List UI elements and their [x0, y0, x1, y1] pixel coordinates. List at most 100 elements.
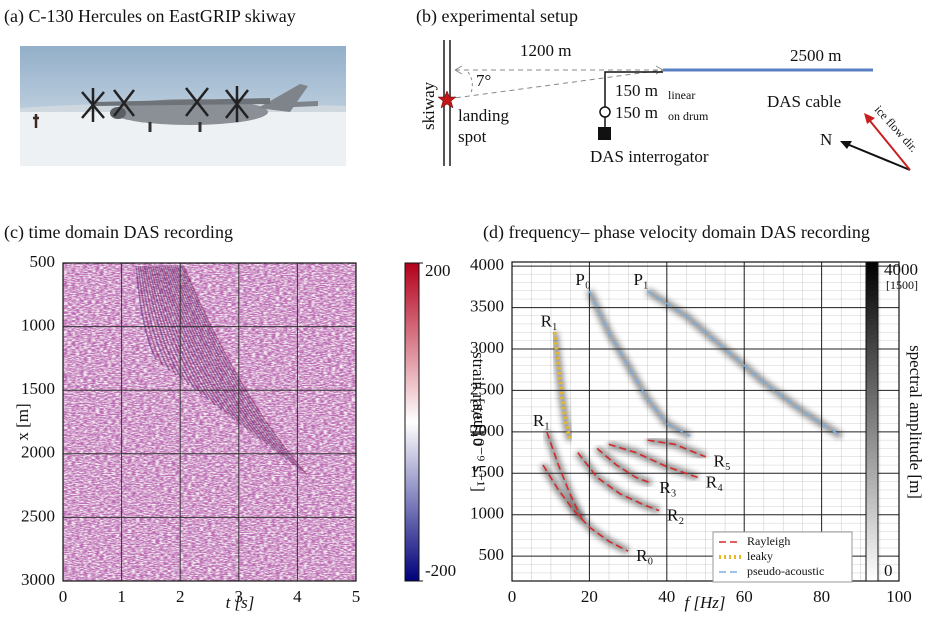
y-tick-label: 1500 [21, 379, 55, 398]
curve-label: R₄ [706, 472, 723, 491]
colorbar [404, 262, 420, 582]
colorbar-label: strain rate [10⁻⁹ s⁻¹] [469, 352, 488, 492]
ice-flow-label: ice flow dir. [872, 102, 921, 154]
y-tick-label: 1500 [470, 462, 504, 481]
curve-label: P₁ [633, 270, 648, 289]
x-tick-label: 2 [176, 587, 185, 606]
wave-streak [135, 265, 157, 361]
wave-streak [176, 265, 288, 461]
y-tick-label: 3000 [21, 570, 55, 589]
x-tick-label: 40 [658, 587, 675, 606]
colorbar-secondary-label: [1500] [886, 278, 918, 292]
wave-streak [162, 265, 243, 426]
wave-streak [160, 265, 236, 421]
colorbar-tick-label: 4000 [884, 260, 918, 279]
x-tick-label: 4 [293, 587, 302, 606]
x-tick-label: 0 [508, 587, 517, 606]
dispersion-chart: (d) frequency– phase velocity domain DAS… [467, 222, 925, 612]
chart-title: (c) time domain DAS recording [4, 222, 233, 243]
wave-streak [174, 265, 282, 456]
curve-label: R₁ [541, 311, 558, 330]
dispersion-curve [608, 443, 699, 479]
legend-label: pseudo-acoustic [747, 564, 824, 578]
y-tick-label: 3000 [470, 338, 504, 357]
legend-label: Rayleigh [747, 534, 790, 548]
wave-streak [137, 265, 164, 366]
x-tick-label: 0 [59, 587, 68, 606]
minor-grid [512, 262, 899, 581]
wave-streak [166, 265, 256, 436]
wave-streak [141, 265, 177, 376]
drum-note: on drum [668, 109, 709, 123]
drum-length: 150 m [615, 103, 658, 122]
y-tick-label: 1000 [21, 316, 55, 335]
dispersion-curve [552, 332, 572, 441]
time-domain-chart: (c) time domain DAS recording 0 1 2 3 4 5 500 10… [4, 222, 488, 612]
x-axis-label: t [s] [226, 593, 255, 612]
x-tick-label: 60 [736, 587, 753, 606]
wave-streak [178, 265, 295, 466]
curve-label: P₀ [575, 270, 590, 289]
y-tick-label: 3500 [470, 296, 504, 315]
y-tick-label: 2500 [470, 379, 504, 398]
x-tick-label: 1 [117, 587, 126, 606]
y-tick-label: 2500 [21, 506, 55, 525]
colorbar-label: spectral amplitude [m] [906, 345, 925, 499]
colorbar-tick-label: 0 [884, 561, 893, 580]
wave-streak [151, 265, 210, 401]
y-tick-label: 500 [30, 252, 56, 271]
y-tick-label: 2000 [470, 421, 504, 440]
legend-label: leaky [747, 549, 773, 563]
chart-title: (d) frequency– phase velocity domain DAS… [483, 222, 870, 243]
colorbar-tick-label: 200 [425, 261, 451, 280]
y-axis-label: x [m] [13, 403, 32, 440]
wave-streak [164, 265, 249, 431]
y-tick-label: 2000 [21, 443, 55, 462]
wave-streak [170, 265, 269, 446]
y-axis-label: c [m/s] [467, 398, 486, 446]
wave-streak [147, 265, 197, 391]
wave-streak [182, 265, 308, 476]
dispersion-curve [596, 447, 652, 484]
colorbar-tick-label: -200 [425, 561, 456, 580]
curve-label: R₀ [636, 546, 653, 565]
landing-spot-label: spot [458, 127, 487, 146]
angle-label: 7° [476, 71, 491, 90]
dispersion-curve [647, 439, 706, 458]
linear-note: linear [668, 88, 695, 102]
landing-spot-label: landing [458, 106, 509, 125]
dispersion-curve [588, 290, 691, 437]
curve-label: R₃ [659, 478, 676, 497]
wave-streak [158, 265, 229, 416]
distance-label: 1200 m [520, 41, 571, 60]
linear-length: 150 m [615, 81, 658, 100]
wave-streak [153, 265, 216, 406]
panel-title: (b) experimental setup [416, 6, 578, 27]
wave-streak [155, 265, 223, 411]
y-tick-label: 4000 [470, 255, 504, 274]
heatmap-image [63, 263, 356, 581]
x-tick-label: 3 [235, 587, 244, 606]
wave-streak [149, 265, 203, 396]
wave-streak [168, 265, 262, 441]
y-tick-label: 1000 [470, 504, 504, 523]
plot-frame [511, 261, 900, 582]
wave-streak [143, 265, 184, 381]
dispersion-curve [647, 290, 842, 437]
wave-streak [145, 265, 190, 386]
curve-label: R₁ [533, 411, 550, 430]
x-tick-label: 5 [352, 587, 361, 606]
dispersion-curve [546, 431, 583, 520]
plot-frame [62, 262, 357, 582]
y-tick-label: 500 [479, 545, 505, 564]
setup-diagram [437, 40, 911, 171]
x-tick-label: 80 [813, 587, 830, 606]
legend-box [712, 531, 853, 583]
interrogator-label: DAS interrogator [590, 147, 709, 166]
cable-label: DAS cable [767, 92, 841, 111]
x-tick-label: 20 [581, 587, 598, 606]
cable-length-label: 2500 m [790, 46, 841, 65]
panel-title: (a) C-130 Hercules on EastGRIP skiway [4, 6, 296, 27]
curve-label: R₂ [667, 505, 684, 524]
